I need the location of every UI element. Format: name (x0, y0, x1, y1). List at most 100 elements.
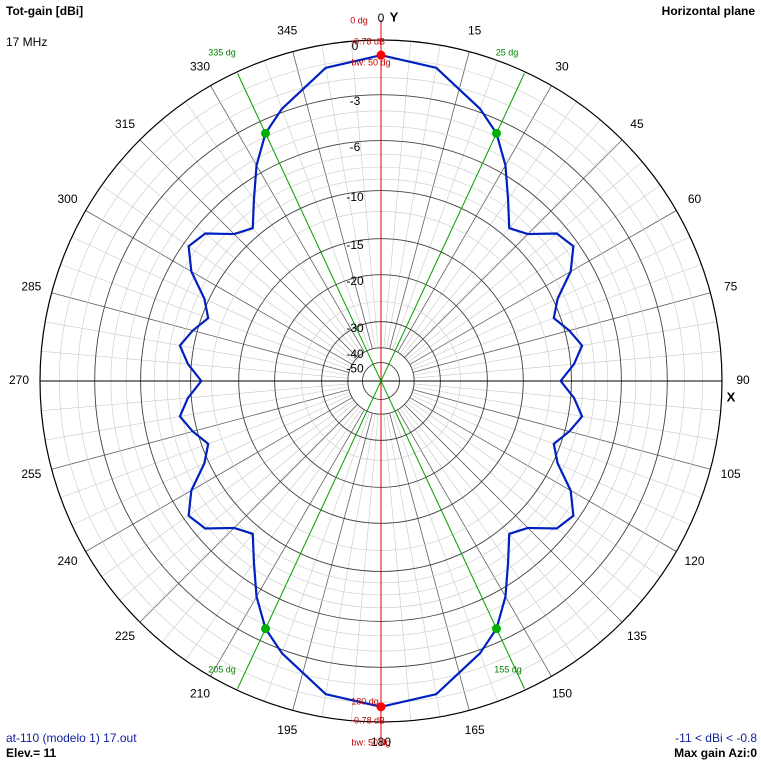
grid-spoke (350, 41, 379, 348)
radial-tick-label: 0 (352, 39, 359, 53)
azimuth-tick-label: 45 (630, 117, 644, 131)
radial-tick-label: -50 (346, 362, 364, 376)
beamwidth-marker (491, 624, 501, 634)
grid-spoke (412, 264, 702, 370)
grid-spoke (413, 321, 717, 376)
beamwidth-label: 335 dg (208, 47, 236, 57)
grid-spoke (350, 414, 379, 721)
azimuth-tick-label: 0 (378, 11, 385, 25)
grid-spoke (45, 386, 349, 441)
grid-spoke (119, 402, 356, 601)
main-lobe-dir-label: 0 dg (350, 15, 368, 25)
grid-spoke (41, 383, 348, 412)
plane-label: Horizontal plane (661, 4, 755, 18)
grid-spoke (406, 161, 643, 360)
grid-spoke (386, 45, 441, 349)
beamwidth-line (237, 73, 525, 689)
azimuth-tick-label: 60 (688, 192, 702, 206)
grid-spoke (410, 236, 691, 368)
beamwidth-label: 155 dg (494, 664, 522, 674)
azimuth-tick-label: 180 (371, 735, 391, 749)
azimuth-tick-label: 135 (627, 629, 647, 643)
grid-spoke (185, 407, 363, 661)
frequency-label: 17 MHz (6, 35, 48, 49)
beamwidth-label: 205 dg (208, 664, 236, 674)
grid-spoke (45, 321, 349, 376)
grid-spoke (85, 210, 353, 365)
azimuth-tick-label: 225 (115, 629, 135, 643)
azimuth-tick-label: 330 (190, 60, 210, 74)
grid-spoke (161, 406, 360, 643)
grid-spoke (413, 386, 717, 441)
beamwidth-marker (261, 128, 271, 138)
grid-spoke (414, 383, 721, 412)
grid-spoke (139, 139, 358, 358)
azimuth-tick-label: 345 (277, 24, 297, 38)
range-label: -11 < dBi < -0.8 (675, 731, 757, 745)
main-lobe-gain-label: -0.78 dB (351, 715, 385, 725)
grid-spoke (407, 399, 661, 577)
grid-spoke (210, 85, 365, 353)
grid-spoke (407, 185, 661, 363)
azimuth-tick-label: 15 (468, 24, 482, 38)
grid-spoke (412, 389, 711, 470)
chart-title: Tot-gain [dBi] (6, 4, 84, 18)
beamwidth-marker (491, 128, 501, 138)
azimuth-tick-label: 90 (736, 373, 750, 387)
grid-spoke (397, 409, 552, 677)
grid-spoke (404, 139, 623, 358)
grid-spoke (292, 51, 373, 350)
x-axis-label: X (727, 389, 736, 404)
azimuth-tick-label: 150 (552, 687, 572, 701)
grid-spoke (51, 292, 350, 373)
azimuth-tick-label: 240 (57, 554, 77, 568)
grid-spoke (386, 413, 441, 717)
azimuth-tick-label: 315 (115, 117, 135, 131)
grid-spoke (402, 406, 601, 643)
grid-spoke (71, 236, 352, 368)
azimuth-tick-label: 300 (57, 192, 77, 206)
azimuth-tick-label: 270 (9, 373, 29, 387)
azimuth-tick-label: 165 (465, 723, 485, 737)
grid-spoke (410, 394, 691, 526)
grid-spoke (321, 45, 376, 349)
radial-tick-label: -10 (346, 190, 364, 204)
grid-spoke (71, 394, 352, 526)
grid-spoke (414, 350, 721, 379)
main-lobe-marker (376, 50, 386, 60)
grid-spoke (412, 392, 702, 498)
y-axis-label: Y (390, 9, 399, 24)
grid-spoke (60, 264, 350, 370)
azimuth-tick-label: 195 (277, 723, 297, 737)
grid-spoke (119, 161, 356, 360)
main-lobe-bw-label: bw: 50 dg (351, 57, 390, 67)
grid-spoke (161, 119, 360, 356)
grid-spoke (389, 51, 470, 350)
main-lobe-dir-label: 180 dg (351, 696, 379, 706)
azimuth-tick-label: 105 (721, 467, 741, 481)
azimuth-tick-label: 285 (21, 279, 41, 293)
grid-spoke (210, 409, 365, 677)
radial-tick-label: -40 (346, 347, 364, 361)
grid-spoke (41, 350, 348, 379)
main-lobe-gain-label: -0.78 dB (351, 36, 385, 46)
grid-spoke (85, 397, 353, 552)
main-lobe-marker (376, 702, 386, 712)
azimuth-tick-label: 30 (555, 60, 569, 74)
grid-spoke (397, 85, 552, 353)
radial-tick-label: -20 (346, 274, 364, 288)
max-gain-label: Max gain Azi:0 (674, 746, 757, 760)
grid-spoke (60, 392, 350, 498)
main-lobe-bw-label: bw: 50 dg (351, 737, 390, 747)
grid-spoke (101, 185, 355, 363)
radial-tick-label: -30 (346, 321, 364, 335)
grid-spoke (383, 41, 412, 348)
grid-spoke (412, 292, 711, 373)
radial-tick-label: -6 (350, 140, 361, 154)
grid-spoke (185, 101, 363, 355)
grid-spoke (383, 414, 412, 721)
azimuth-tick-label: 255 (21, 467, 41, 481)
grid-spoke (389, 412, 470, 711)
grid-spoke (139, 404, 358, 623)
